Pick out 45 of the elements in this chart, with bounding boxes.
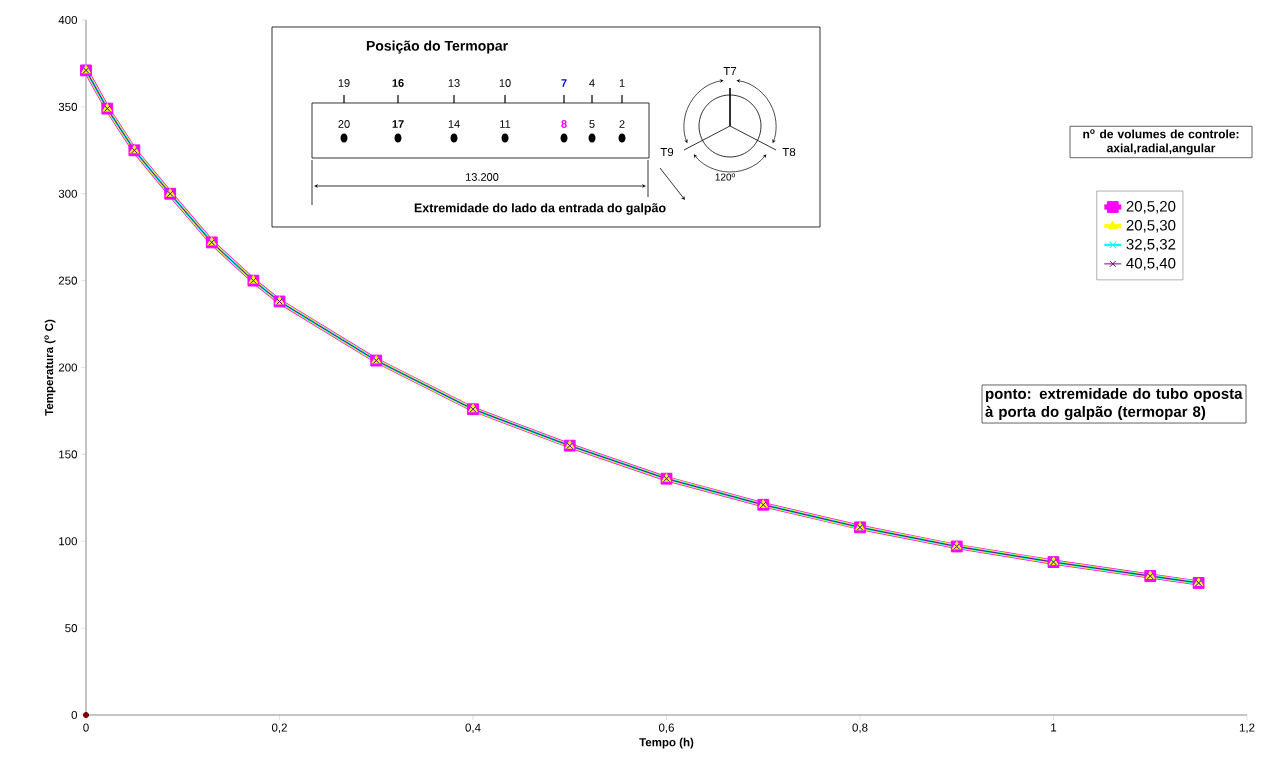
annotation: 20 (338, 120, 350, 128)
y-tick-label: 400 (58, 15, 78, 25)
annotation: Extremidade do lado da entrada do galpão (414, 203, 666, 215)
annotation: T9 (660, 147, 674, 157)
annotation: 8 (561, 120, 567, 128)
y-tick-label: 300 (58, 189, 78, 198)
x-tick-label: 0,6 (658, 723, 674, 734)
annotation: Posição do Termopar (366, 40, 508, 54)
y-tick-label: 100 (59, 537, 78, 546)
annotation: 10 (499, 79, 511, 87)
x-tick-label: 1,2 (1239, 723, 1255, 734)
x-tick-label: 0,2 (271, 723, 287, 734)
annotation: 17 (392, 120, 404, 128)
annotation: 7 (561, 79, 567, 87)
y-tick-label: 350 (58, 102, 78, 111)
annotation: 5 (589, 120, 595, 128)
annotation: 19 (338, 79, 350, 87)
annotation: T8 (782, 147, 796, 157)
annotation: 2 (619, 120, 625, 128)
x-axis-title: Tempo (h) (639, 737, 694, 749)
annotation: 11 (500, 120, 511, 128)
annotation: 4 (589, 79, 595, 87)
annotation: ponto: extremidade do tubo oposta à porta do galpão (termopar 8) (985, 387, 1243, 421)
legend-label: 20,5,30 (1126, 219, 1176, 233)
y-tick-label: 50 (65, 624, 78, 633)
annotation: 16 (392, 79, 404, 87)
annotation: 1 (619, 79, 625, 87)
x-tick-label: 1 (1051, 723, 1057, 732)
annotation: 120º (715, 173, 736, 181)
y-tick-label: 250 (58, 276, 78, 285)
legend-label: 40,5,40 (1126, 257, 1176, 271)
annotation: 14 (448, 120, 460, 128)
annotation: 13 (448, 79, 460, 87)
legend-label: 32,5,32 (1126, 238, 1176, 252)
legend-label: 20,5,20 (1126, 201, 1176, 214)
x-tick-label: 0,4 (465, 723, 481, 734)
y-axis-title: Temperatura ($^{o}$ C) (44, 319, 56, 416)
annotation: 13.200 (466, 173, 499, 181)
x-tick-label: 0 (83, 723, 89, 732)
y-tick-label: 200 (58, 363, 78, 372)
y-tick-label: 0 (71, 710, 78, 720)
y-tick-label: 150 (59, 450, 78, 459)
x-tick-label: 0,8 (852, 723, 868, 734)
legend-title: n$^{o}$ de volumes de controle: axial,radial,angular (1083, 129, 1239, 155)
annotation: T7 (723, 67, 737, 75)
